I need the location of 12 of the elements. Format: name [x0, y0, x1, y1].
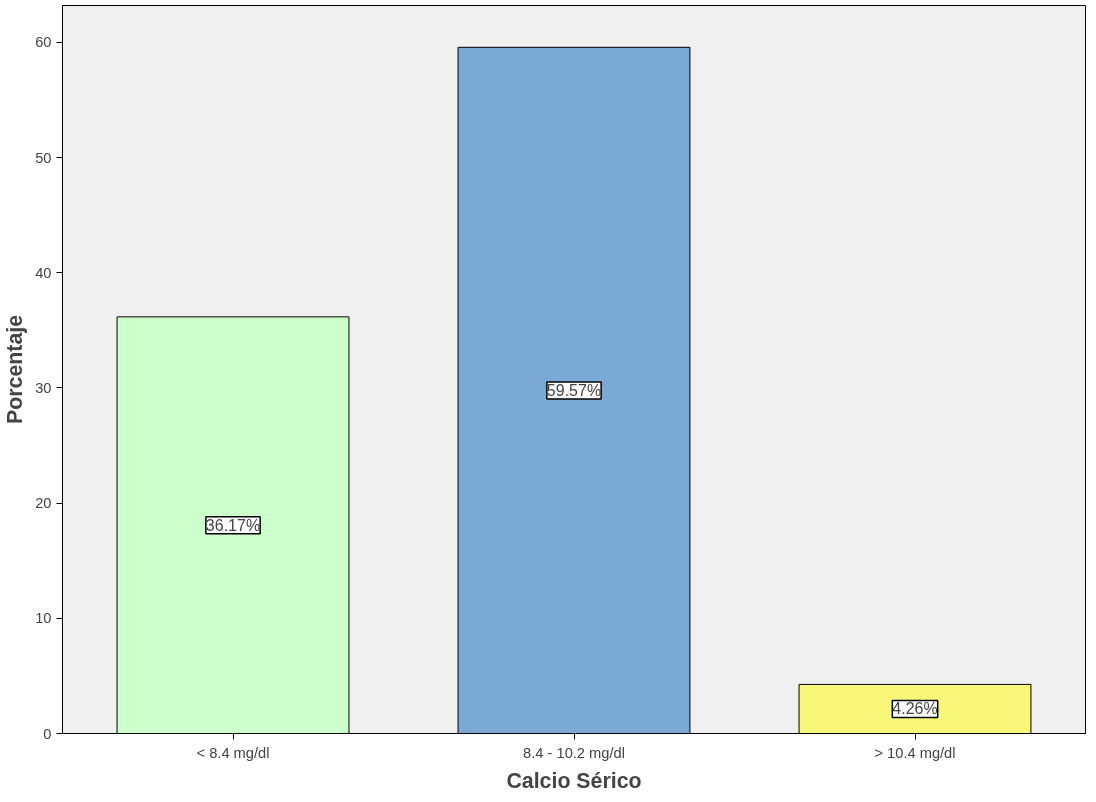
y-tick-label: 50	[35, 149, 52, 166]
y-tick-label: 40	[35, 264, 52, 281]
y-tick-label: 0	[43, 725, 52, 742]
x-tick-label: 8.4 - 10.2 mg/dl	[523, 744, 625, 761]
y-tick-label: 30	[35, 379, 52, 396]
y-tick-label: 20	[35, 495, 52, 512]
y-tick-label: 60	[35, 34, 52, 51]
x-tick-label: < 8.4 mg/dl	[196, 744, 270, 761]
x-axis-title: Calcio Sérico	[506, 768, 642, 793]
x-tick-label: > 10.4 mg/dl	[874, 744, 956, 761]
y-tick-label: 10	[35, 610, 52, 627]
y-axis-title: Porcentaje	[3, 314, 28, 425]
